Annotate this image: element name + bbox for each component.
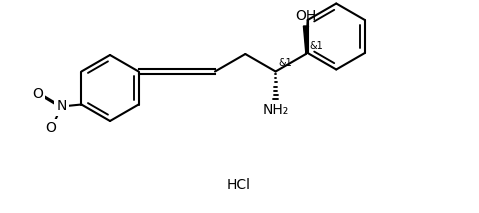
Text: O: O [45, 121, 56, 135]
Text: &1: &1 [279, 59, 292, 69]
Text: OH: OH [296, 9, 317, 23]
Text: HCl: HCl [227, 178, 251, 192]
Text: NH₂: NH₂ [262, 104, 289, 118]
Text: &1: &1 [309, 41, 323, 51]
Text: O: O [32, 88, 43, 102]
Text: N: N [56, 99, 67, 114]
Polygon shape [303, 26, 308, 54]
